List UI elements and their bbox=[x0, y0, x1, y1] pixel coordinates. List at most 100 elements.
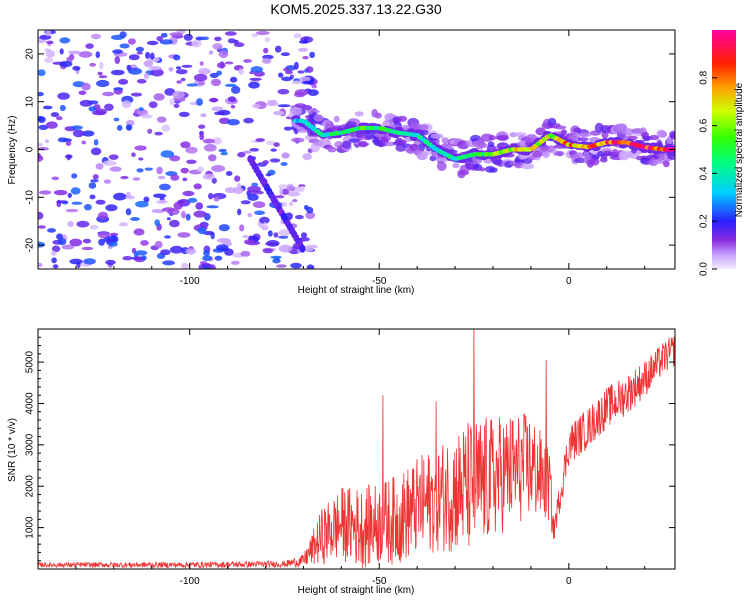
noise-blob bbox=[270, 148, 277, 152]
noise-blob bbox=[243, 239, 254, 245]
noise-blob bbox=[120, 175, 129, 180]
noise-blob bbox=[56, 200, 69, 204]
halo-blob bbox=[656, 129, 666, 138]
noise-blob bbox=[85, 43, 94, 49]
halo-blob bbox=[333, 115, 340, 123]
snr-y-tick-label: 1000 bbox=[25, 516, 36, 539]
noise-blob bbox=[175, 69, 188, 75]
noise-blob bbox=[181, 64, 193, 68]
noise-blob bbox=[214, 111, 225, 116]
noise-blob bbox=[119, 31, 127, 39]
noise-blob bbox=[162, 260, 176, 266]
noise-blob bbox=[154, 131, 163, 136]
streak-blob bbox=[299, 244, 306, 253]
noise-blob bbox=[264, 37, 270, 43]
snr-x-tick-label: 0 bbox=[566, 576, 572, 587]
noise-blob bbox=[233, 42, 245, 48]
noise-blob bbox=[203, 249, 210, 257]
noise-blob bbox=[161, 124, 171, 132]
noise-blob bbox=[186, 83, 198, 87]
colorbar-tick-label: 0.6 bbox=[699, 118, 710, 132]
noise-blob bbox=[303, 205, 309, 210]
noise-blob bbox=[242, 235, 249, 239]
noise-blob bbox=[278, 244, 293, 253]
noise-blob bbox=[275, 195, 285, 199]
noise-blob bbox=[302, 153, 312, 161]
noise-blob bbox=[262, 160, 269, 165]
halo-blob bbox=[289, 106, 302, 117]
noise-blob bbox=[53, 189, 68, 196]
noise-blob bbox=[212, 43, 223, 50]
noise-blob bbox=[181, 262, 189, 269]
noise-blob bbox=[116, 124, 123, 131]
noise-blob bbox=[240, 200, 251, 205]
noise-blob bbox=[148, 66, 162, 71]
noise-blob bbox=[266, 240, 280, 247]
noise-blob bbox=[182, 190, 195, 197]
noise-blob bbox=[67, 192, 73, 198]
noise-blob bbox=[251, 33, 259, 38]
noise-blob bbox=[202, 138, 215, 144]
halo-blob bbox=[479, 167, 486, 172]
noise-blob bbox=[134, 250, 148, 256]
snr-x-tick-label: -100 bbox=[180, 576, 200, 587]
noise-blob bbox=[113, 192, 127, 201]
noise-blob bbox=[198, 124, 206, 129]
noise-blob bbox=[169, 32, 183, 37]
spectrogram-y-tick-label: 10 bbox=[25, 96, 36, 108]
noise-blob bbox=[199, 132, 205, 141]
noise-blob bbox=[160, 150, 175, 158]
noise-blob bbox=[135, 200, 149, 208]
noise-blob bbox=[148, 101, 158, 109]
noise-blob bbox=[262, 222, 268, 229]
noise-blob bbox=[288, 201, 294, 207]
noise-blob bbox=[140, 240, 149, 246]
noise-blob bbox=[172, 90, 185, 99]
noise-blob bbox=[83, 258, 96, 265]
noise-blob bbox=[286, 185, 296, 192]
noise-blob bbox=[51, 250, 57, 256]
noise-blob bbox=[143, 72, 149, 80]
noise-blob bbox=[153, 209, 162, 213]
noise-blob bbox=[311, 84, 318, 89]
noise-blob bbox=[278, 229, 290, 237]
noise-blob bbox=[132, 177, 141, 181]
noise-blob bbox=[95, 51, 101, 59]
noise-blob bbox=[51, 176, 60, 181]
noise-blob bbox=[68, 50, 82, 55]
noise-blob bbox=[263, 47, 269, 54]
noise-blob bbox=[237, 151, 246, 158]
halo-blob bbox=[628, 149, 640, 159]
noise-blob bbox=[146, 40, 159, 46]
noise-blob bbox=[277, 88, 290, 95]
noise-blob bbox=[98, 238, 105, 246]
noise-blob bbox=[185, 213, 191, 221]
noise-blob bbox=[162, 207, 176, 212]
noise-blob bbox=[125, 208, 132, 216]
halo-blob bbox=[577, 137, 589, 142]
noise-blob bbox=[39, 190, 52, 195]
noise-blob bbox=[38, 124, 49, 130]
halo-blob bbox=[480, 143, 488, 148]
halo-blob bbox=[574, 152, 584, 160]
noise-blob bbox=[185, 248, 197, 255]
noise-blob bbox=[254, 210, 266, 216]
snr-y-tick-label: 2000 bbox=[25, 475, 36, 498]
noise-blob bbox=[90, 33, 102, 40]
noise-blob bbox=[45, 50, 56, 58]
halo-blob bbox=[669, 132, 675, 140]
noise-blob bbox=[52, 264, 59, 269]
spectrogram-y-axis-label: Frequency (Hz) bbox=[7, 116, 18, 185]
noise-blob bbox=[191, 39, 202, 48]
halo-blob bbox=[306, 109, 320, 114]
noise-blob bbox=[143, 60, 153, 68]
halo-blob bbox=[621, 128, 636, 136]
halo-blob bbox=[341, 140, 352, 149]
halo-blob bbox=[436, 161, 447, 172]
noise-blob bbox=[291, 137, 305, 143]
noise-blob bbox=[89, 62, 97, 67]
noise-blob bbox=[299, 186, 305, 192]
noise-blob bbox=[173, 201, 183, 210]
noise-blob bbox=[38, 91, 44, 97]
